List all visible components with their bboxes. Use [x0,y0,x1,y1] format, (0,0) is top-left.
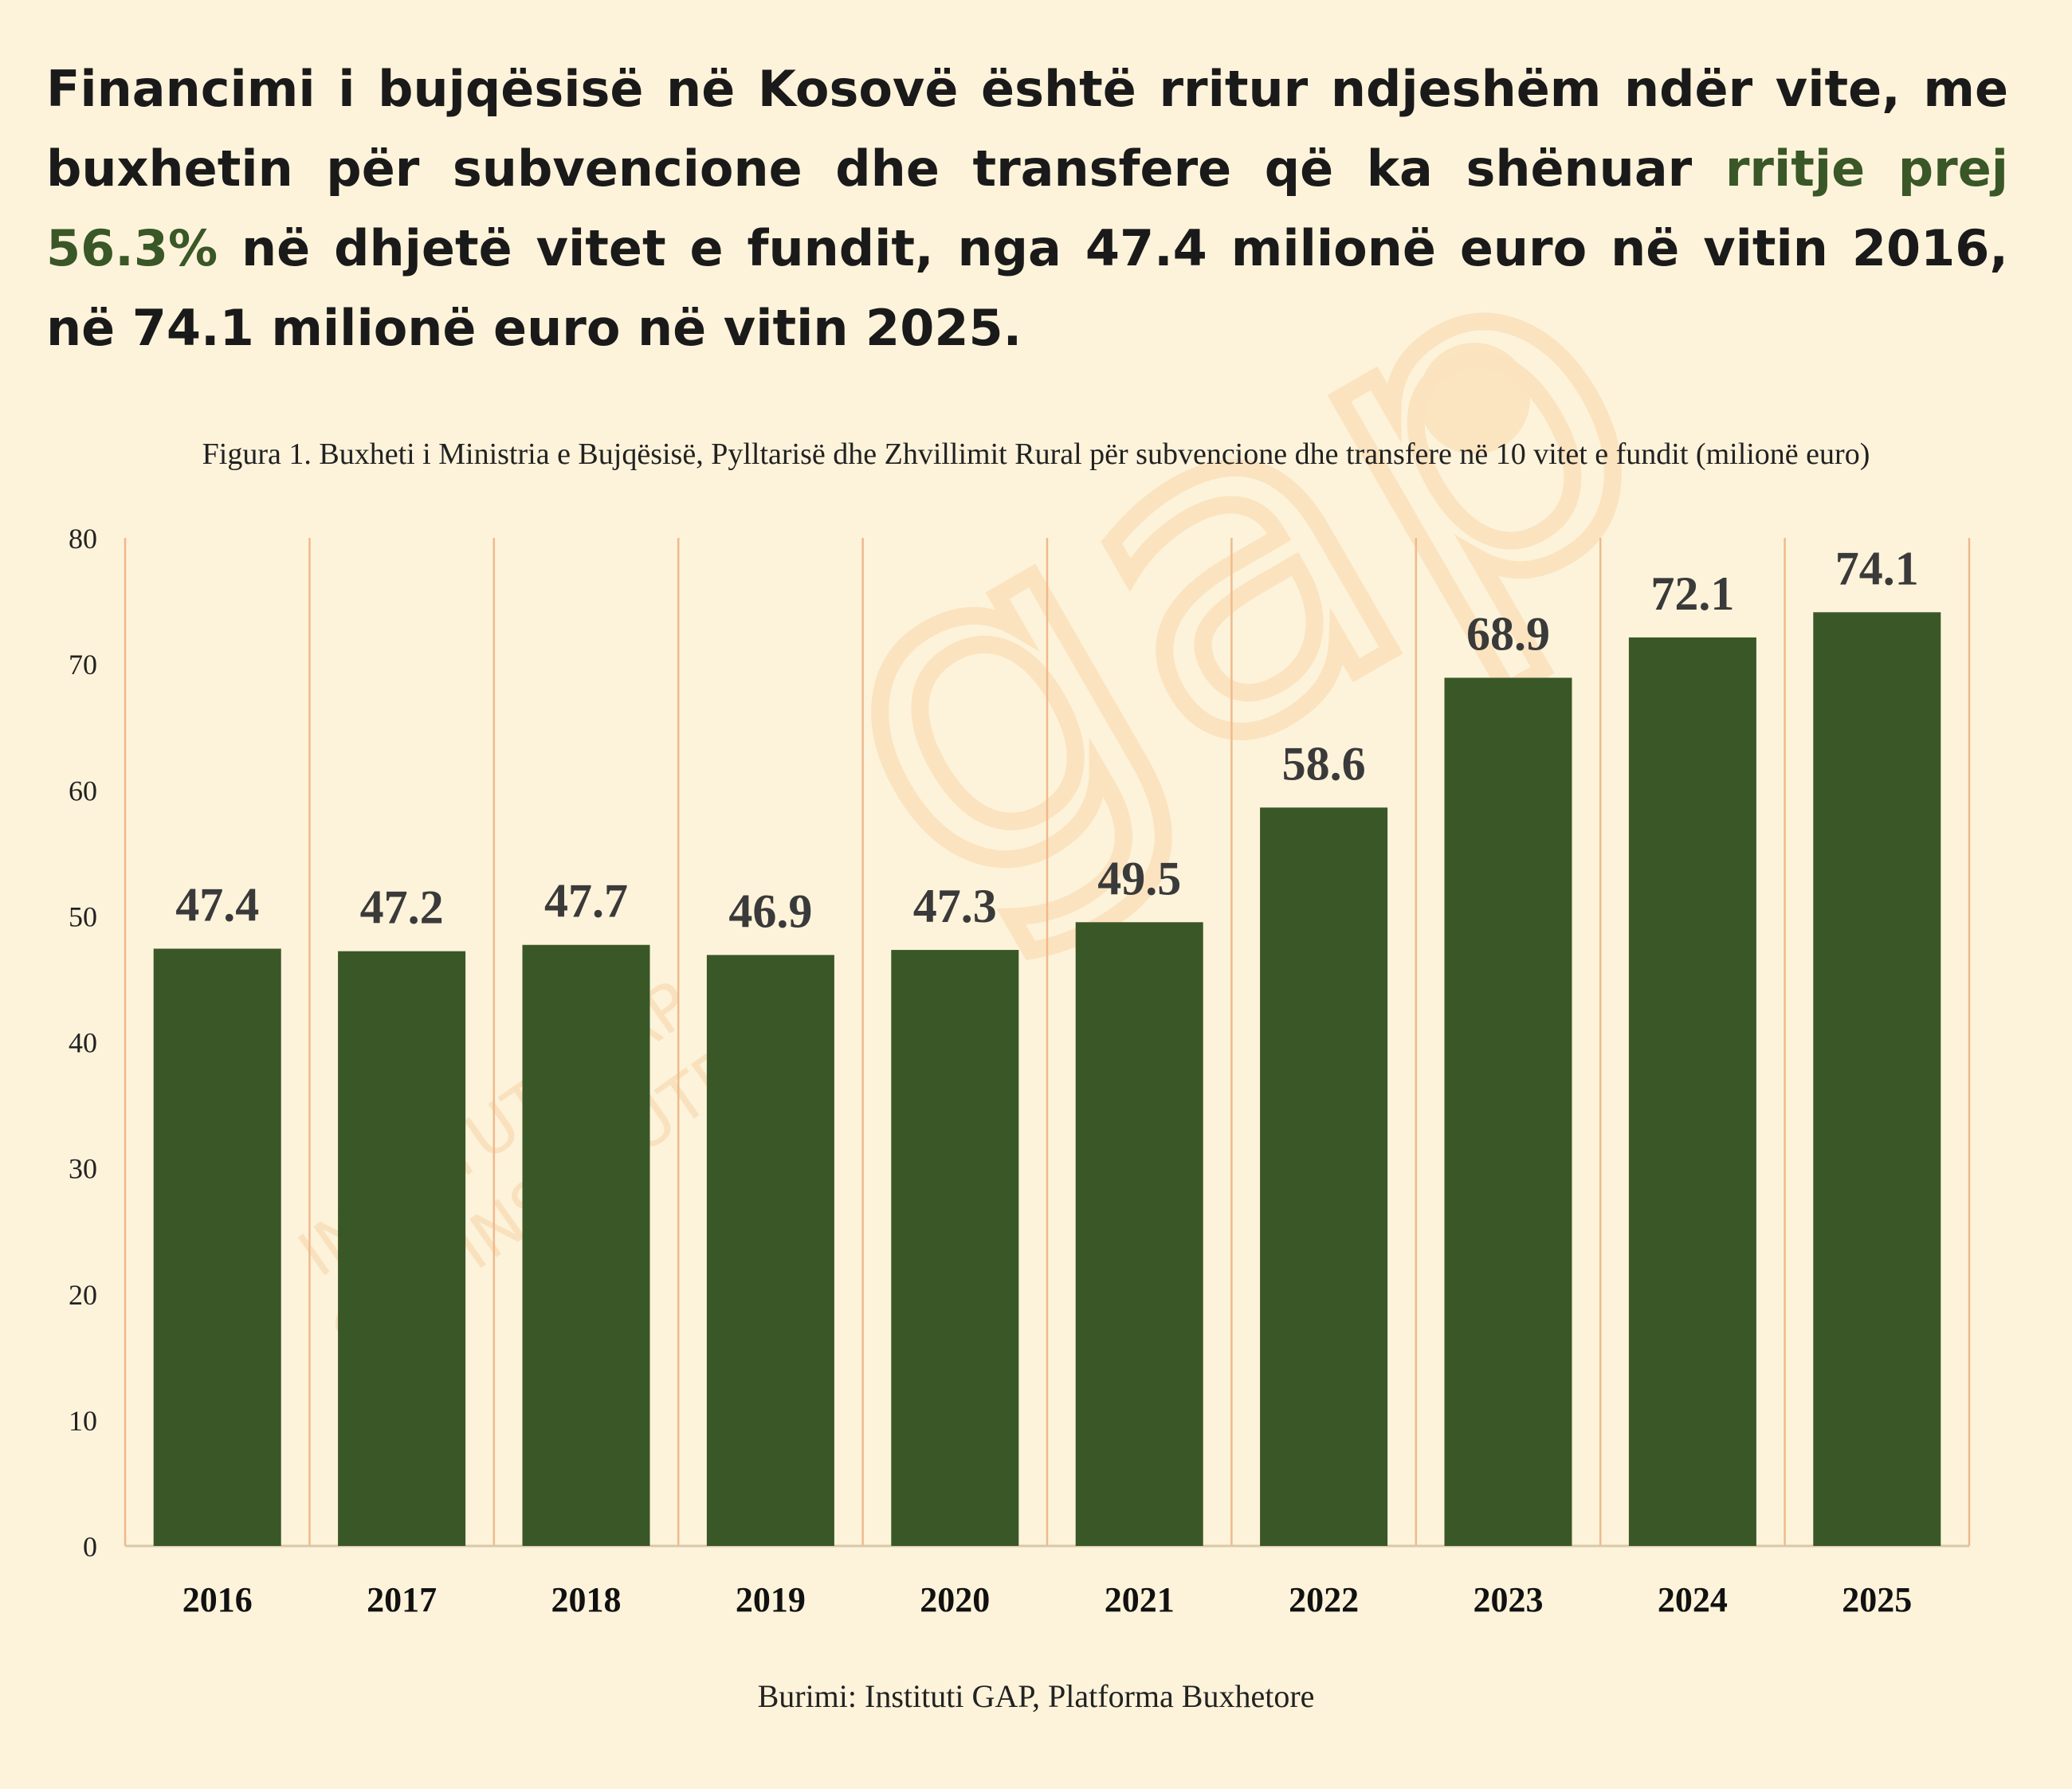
source-note: Burimi: Instituti GAP, Platforma Buxheto… [757,1678,1315,1714]
x-tick-label: 2022 [1289,1580,1359,1619]
x-tick-label: 2016 [182,1580,253,1619]
headline-text: Financimi i bujqësisë në Kosovë është rr… [46,60,2008,198]
data-label: 49.5 [1097,852,1181,904]
x-tick-label: 2018 [551,1580,622,1619]
bar [522,944,650,1546]
y-tick-label: 70 [69,649,97,681]
x-tick-label: 2017 [367,1580,437,1619]
x-tick-labels: 2016 2017 2018 2019 2020 2021 2022 2023 2024 2025 [182,1580,1913,1619]
data-label: 47.7 [544,875,628,928]
bar [1075,922,1203,1546]
bar [338,951,466,1546]
headline: Financimi i bujqësisë në Kosovë është rr… [46,49,2008,368]
y-tick-label: 10 [69,1405,97,1437]
x-tick-label: 2023 [1474,1580,1544,1619]
bar [1813,612,1941,1547]
x-tick-label: 2025 [1842,1580,1912,1619]
headline-text-end: në dhjetë vitet e fundit, nga 47.4 milio… [46,219,2008,357]
y-tick-label: 0 [83,1531,97,1563]
bar [706,955,834,1546]
bar [153,948,281,1546]
x-tick-label: 2020 [920,1580,990,1619]
data-label: 46.9 [728,885,812,937]
headline-highlight: rritje prej 56.3% [46,139,2008,277]
bar [1444,677,1572,1546]
bar [891,950,1019,1546]
data-label: 47.3 [913,880,997,932]
y-tick-labels: 0 10 20 30 40 50 60 70 80 [69,523,97,1563]
gridlines [124,538,1971,1546]
data-label: 58.6 [1282,737,1366,790]
x-tick-label: 2019 [736,1580,806,1619]
data-label: 72.1 [1650,567,1734,620]
data-labels: 47.4 47.2 47.7 46.9 47.3 49.5 58.6 68.9 72.1 74.1 [175,542,1919,937]
y-tick-label: 30 [69,1153,97,1185]
bars [153,612,1941,1547]
y-tick-label: 60 [69,775,97,806]
y-tick-label: 20 [69,1279,97,1311]
bar [1260,807,1388,1546]
y-tick-label: 80 [69,523,97,555]
data-label: 68.9 [1466,608,1550,661]
data-label: 74.1 [1835,542,1919,594]
x-tick-label: 2024 [1658,1580,1728,1619]
y-tick-label: 40 [69,1027,97,1059]
x-tick-label: 2021 [1105,1580,1175,1619]
data-label: 47.4 [175,878,259,931]
bar [1628,637,1756,1547]
data-label: 47.2 [360,881,444,934]
y-tick-label: 50 [69,900,97,932]
figure-title: Figura 1. Buxheti i Ministria e Bujqësis… [202,437,1870,471]
